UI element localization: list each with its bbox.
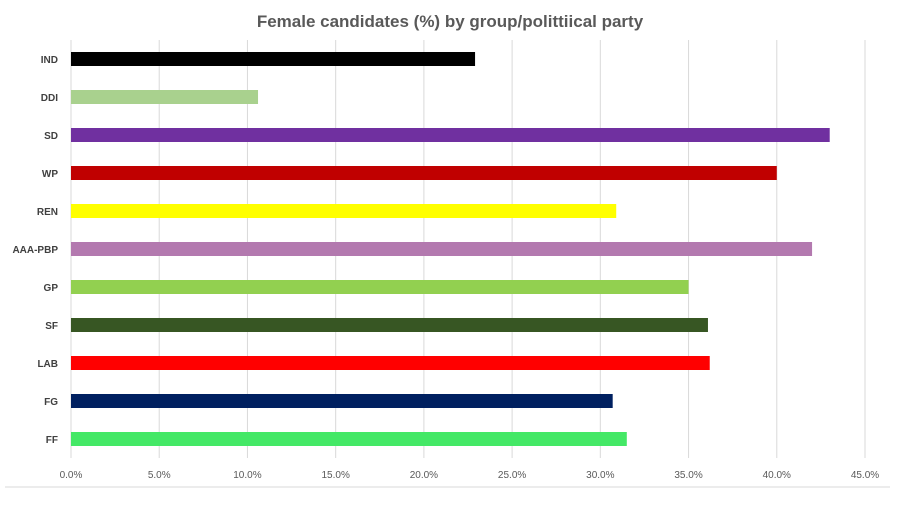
bar-gp	[71, 280, 689, 294]
x-tick-label: 45.0%	[851, 470, 879, 481]
bar-ind	[71, 52, 476, 66]
category-label: IND	[41, 55, 58, 66]
category-label: DDI	[41, 93, 58, 104]
x-tick-label: 0.0%	[60, 470, 83, 481]
x-tick-label: 10.0%	[233, 470, 261, 481]
bar-fg	[71, 394, 613, 408]
bar-sd	[71, 128, 830, 142]
category-label: FF	[46, 435, 58, 446]
x-tick-label: 5.0%	[148, 470, 171, 481]
category-label: SF	[45, 321, 58, 332]
x-tick-label: 25.0%	[498, 470, 526, 481]
category-label: SD	[44, 131, 58, 142]
x-tick-label: 30.0%	[586, 470, 614, 481]
bar-wp	[71, 166, 777, 180]
category-label: REN	[37, 207, 58, 218]
bar-ren	[71, 204, 617, 218]
category-label: WP	[42, 169, 58, 180]
chart-title: Female candidates (%) by group/polittiic…	[256, 12, 644, 31]
category-label: GP	[44, 283, 59, 294]
x-tick-label: 35.0%	[674, 470, 702, 481]
category-label: LAB	[37, 359, 58, 370]
bar-sf	[71, 318, 708, 332]
bar-lab	[71, 356, 710, 370]
x-tick-label: 15.0%	[321, 470, 349, 481]
bar-ddi	[71, 90, 259, 104]
category-label: FG	[44, 397, 58, 408]
bar-ff	[71, 432, 627, 446]
category-label: AAA-PBP	[12, 245, 58, 256]
x-tick-label: 40.0%	[763, 470, 791, 481]
bar-aaa-pbp	[71, 242, 813, 256]
x-tick-label: 20.0%	[410, 470, 438, 481]
